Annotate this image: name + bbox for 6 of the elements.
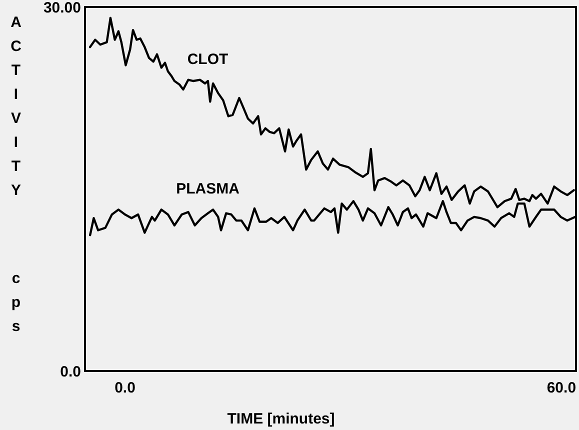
- series-label: CLOT: [187, 50, 228, 68]
- x-axis-title: TIME [minutes]: [227, 410, 335, 428]
- y-tick-label: 30.00: [43, 0, 81, 16]
- series-label: PLASMA: [176, 180, 240, 198]
- x-tick-label: 60.0: [546, 379, 576, 396]
- y-axis-title: ACTIVITY cps: [8, 14, 24, 342]
